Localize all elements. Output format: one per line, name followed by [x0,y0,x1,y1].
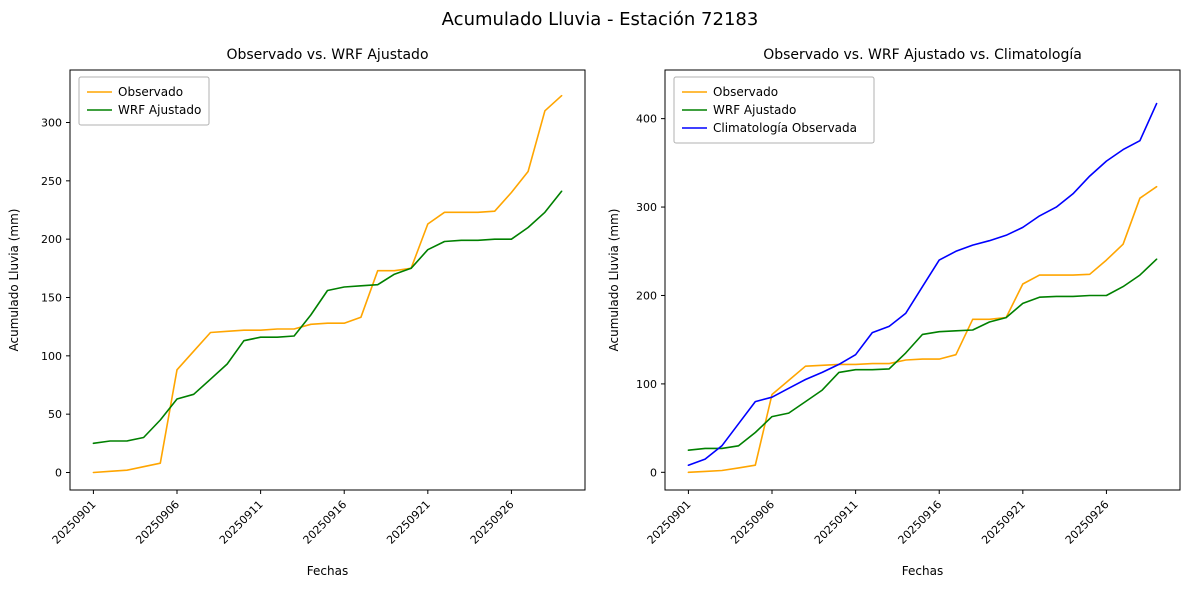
y-axis-label: Acumulado Lluvia (mm) [7,209,21,352]
x-tick-label: 20250926 [468,498,517,547]
chart-observado-vs-wrf: Observado vs. WRF Ajustado 0 50 100 150 200 25… [7,47,586,578]
y-tick-label: 150 [41,292,62,305]
series-line-wrf-ajustado [92,190,563,445]
series-line-observado [92,94,563,474]
legend-label: Observado [713,85,778,99]
y-tick-label: 100 [636,378,657,391]
series-line-observado [687,185,1158,474]
legend-label: WRF Ajustado [118,103,201,117]
x-tick-label: 20250901 [50,498,99,547]
chart-observado-vs-wrf-vs-climatologia: Observado vs. WRF Ajustado vs. Climatolo… [607,47,1181,578]
legend-label: WRF Ajustado [713,103,796,117]
x-axis-label: Fechas [307,564,348,578]
x-tick-label: 20250926 [1063,498,1112,547]
y-tick-label: 300 [636,201,657,214]
y-tick-label: 100 [41,350,62,363]
y-tick-label: 300 [41,117,62,130]
series-line-climatolog-a-observada [687,102,1158,467]
legend-label: Observado [118,85,183,99]
y-tick-label: 200 [636,289,657,302]
series-line-wrf-ajustado [687,258,1158,452]
figure-title: Acumulado Lluvia - Estación 72183 [441,9,759,30]
x-tick-label: 20250911 [812,498,861,547]
axes-frame [69,69,586,491]
axes-frame [664,69,1181,491]
legend-box [78,76,210,126]
y-tick-label: 200 [41,233,62,246]
x-tick-label: 20250916 [301,498,350,547]
y-tick-label: 0 [55,467,62,480]
subplot-title: Observado vs. WRF Ajustado vs. Climatolo… [763,47,1082,63]
y-tick-label: 0 [650,466,657,479]
y-tick-label: 400 [636,113,657,126]
x-tick-label: 20250921 [979,498,1028,547]
x-tick-label: 20250911 [217,498,266,547]
y-tick-label: 50 [48,408,62,421]
x-tick-label: 20250901 [645,498,694,547]
legend-label: Climatología Observada [713,121,857,135]
x-tick-label: 20250916 [896,498,945,547]
y-tick-label: 250 [41,175,62,188]
y-axis-label: Acumulado Lluvia (mm) [607,209,621,352]
x-tick-label: 20250906 [133,498,182,547]
legend-box [673,76,875,144]
subplot-title: Observado vs. WRF Ajustado [226,47,428,63]
x-tick-label: 20250906 [728,498,777,547]
x-axis-label: Fechas [902,564,943,578]
x-tick-label: 20250921 [384,498,433,547]
